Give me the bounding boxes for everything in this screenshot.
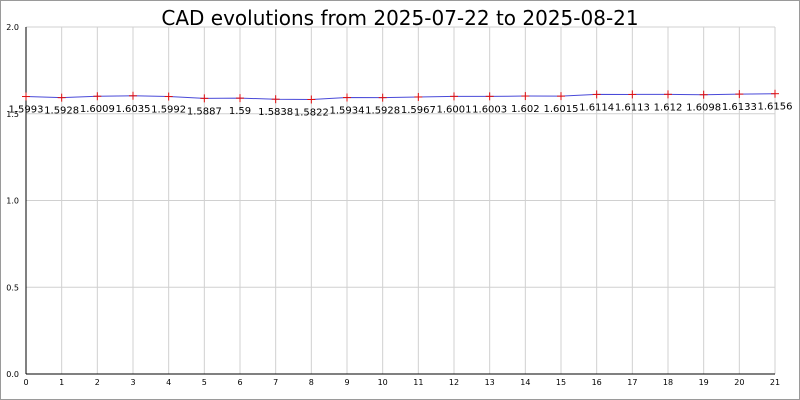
data-label: 1.5928 <box>365 106 400 117</box>
data-label: 1.6113 <box>615 102 650 113</box>
data-point-marker <box>735 90 744 99</box>
x-tick-label: 9 <box>344 378 349 387</box>
grid <box>25 26 776 375</box>
x-tick-label: 21 <box>770 378 780 387</box>
data-label: 1.5967 <box>401 105 436 116</box>
x-tick-label: 0 <box>23 378 28 387</box>
x-tick-label: 8 <box>309 378 314 387</box>
data-point-marker <box>485 92 494 101</box>
data-label: 1.6009 <box>80 104 115 115</box>
data-point-marker <box>378 93 387 102</box>
x-tick-label: 1 <box>59 378 64 387</box>
data-point-marker <box>57 93 66 102</box>
x-tick-label: 13 <box>485 378 495 387</box>
data-point-marker <box>664 90 672 99</box>
y-tick-label: 0.5 <box>6 283 19 292</box>
y-tick-label: 1.5 <box>6 110 19 119</box>
x-tick-label: 2 <box>95 378 100 387</box>
data-point-marker <box>343 93 351 102</box>
x-tick-label: 10 <box>378 378 388 387</box>
data-point-marker <box>22 92 30 101</box>
y-tick-label: 2.0 <box>6 23 19 32</box>
data-point-marker <box>628 90 637 99</box>
x-tick-label: 6 <box>237 378 242 387</box>
data-label: 1.602 <box>511 104 540 115</box>
data-label: 1.5887 <box>187 106 222 117</box>
data-label: 1.6015 <box>544 104 579 115</box>
data-point-marker <box>129 91 137 100</box>
data-label: 1.59 <box>229 106 251 117</box>
data-label: 1.6098 <box>686 103 721 114</box>
data-point-marker <box>93 92 102 101</box>
data-label: 1.5992 <box>151 105 186 116</box>
y-tick-label: 0.0 <box>6 370 19 379</box>
data-point-marker <box>164 92 173 101</box>
x-tick-label: 14 <box>520 378 530 387</box>
data-label: 1.5838 <box>258 107 293 118</box>
data-label: 1.6114 <box>579 102 614 113</box>
data-label: 1.6003 <box>472 104 507 115</box>
x-tick-label: 16 <box>592 378 602 387</box>
data-point-marker <box>521 92 530 101</box>
data-label: 1.5822 <box>294 107 329 118</box>
y-tick-label: 1.0 <box>6 197 19 206</box>
data-point-marker <box>592 90 601 99</box>
data-labels: 1.5993 1.5928 1.6009 1.6035 1.5992 1.5887 1.59… <box>9 102 793 119</box>
data-label: 1.6156 <box>758 102 793 113</box>
data-point-marker <box>557 92 565 101</box>
data-label: 1.6001 <box>437 104 472 115</box>
data-point-marker <box>771 89 779 98</box>
series-line <box>25 93 776 100</box>
series-layer <box>22 89 779 104</box>
data-label: 1.6035 <box>116 104 151 115</box>
x-tick-label: 12 <box>449 378 459 387</box>
x-tick-label: 7 <box>273 378 278 387</box>
x-tick-label: 11 <box>413 378 423 387</box>
data-point-marker <box>699 90 708 99</box>
x-tick-label: 4 <box>166 378 171 387</box>
data-label: 1.6133 <box>722 102 757 113</box>
x-tick-label: 15 <box>556 378 566 387</box>
data-label: 1.5993 <box>9 105 44 116</box>
data-point-marker <box>271 95 280 104</box>
x-tick-label: 18 <box>663 378 673 387</box>
data-point-marker <box>200 94 209 103</box>
data-label: 1.612 <box>654 102 683 113</box>
data-point-marker <box>450 92 458 101</box>
x-tick-label: 20 <box>734 378 744 387</box>
x-tick-label: 5 <box>202 378 207 387</box>
data-point-marker <box>414 92 423 101</box>
data-label: 1.5928 <box>44 106 79 117</box>
x-tick-label: 17 <box>627 378 637 387</box>
data-point-marker <box>236 94 244 103</box>
x-tick-label: 19 <box>699 378 709 387</box>
x-tick-label: 3 <box>130 378 135 387</box>
chart-title: CAD evolutions from 2025-07-22 to 2025-0… <box>161 6 638 30</box>
axes: 0 1 2 3 4 5 6 7 8 9 10 11 12 13 14 15 16 17 18 19 20 210.00.5… <box>6 23 780 387</box>
data-point-marker <box>307 95 316 104</box>
data-label: 1.5934 <box>330 106 365 117</box>
